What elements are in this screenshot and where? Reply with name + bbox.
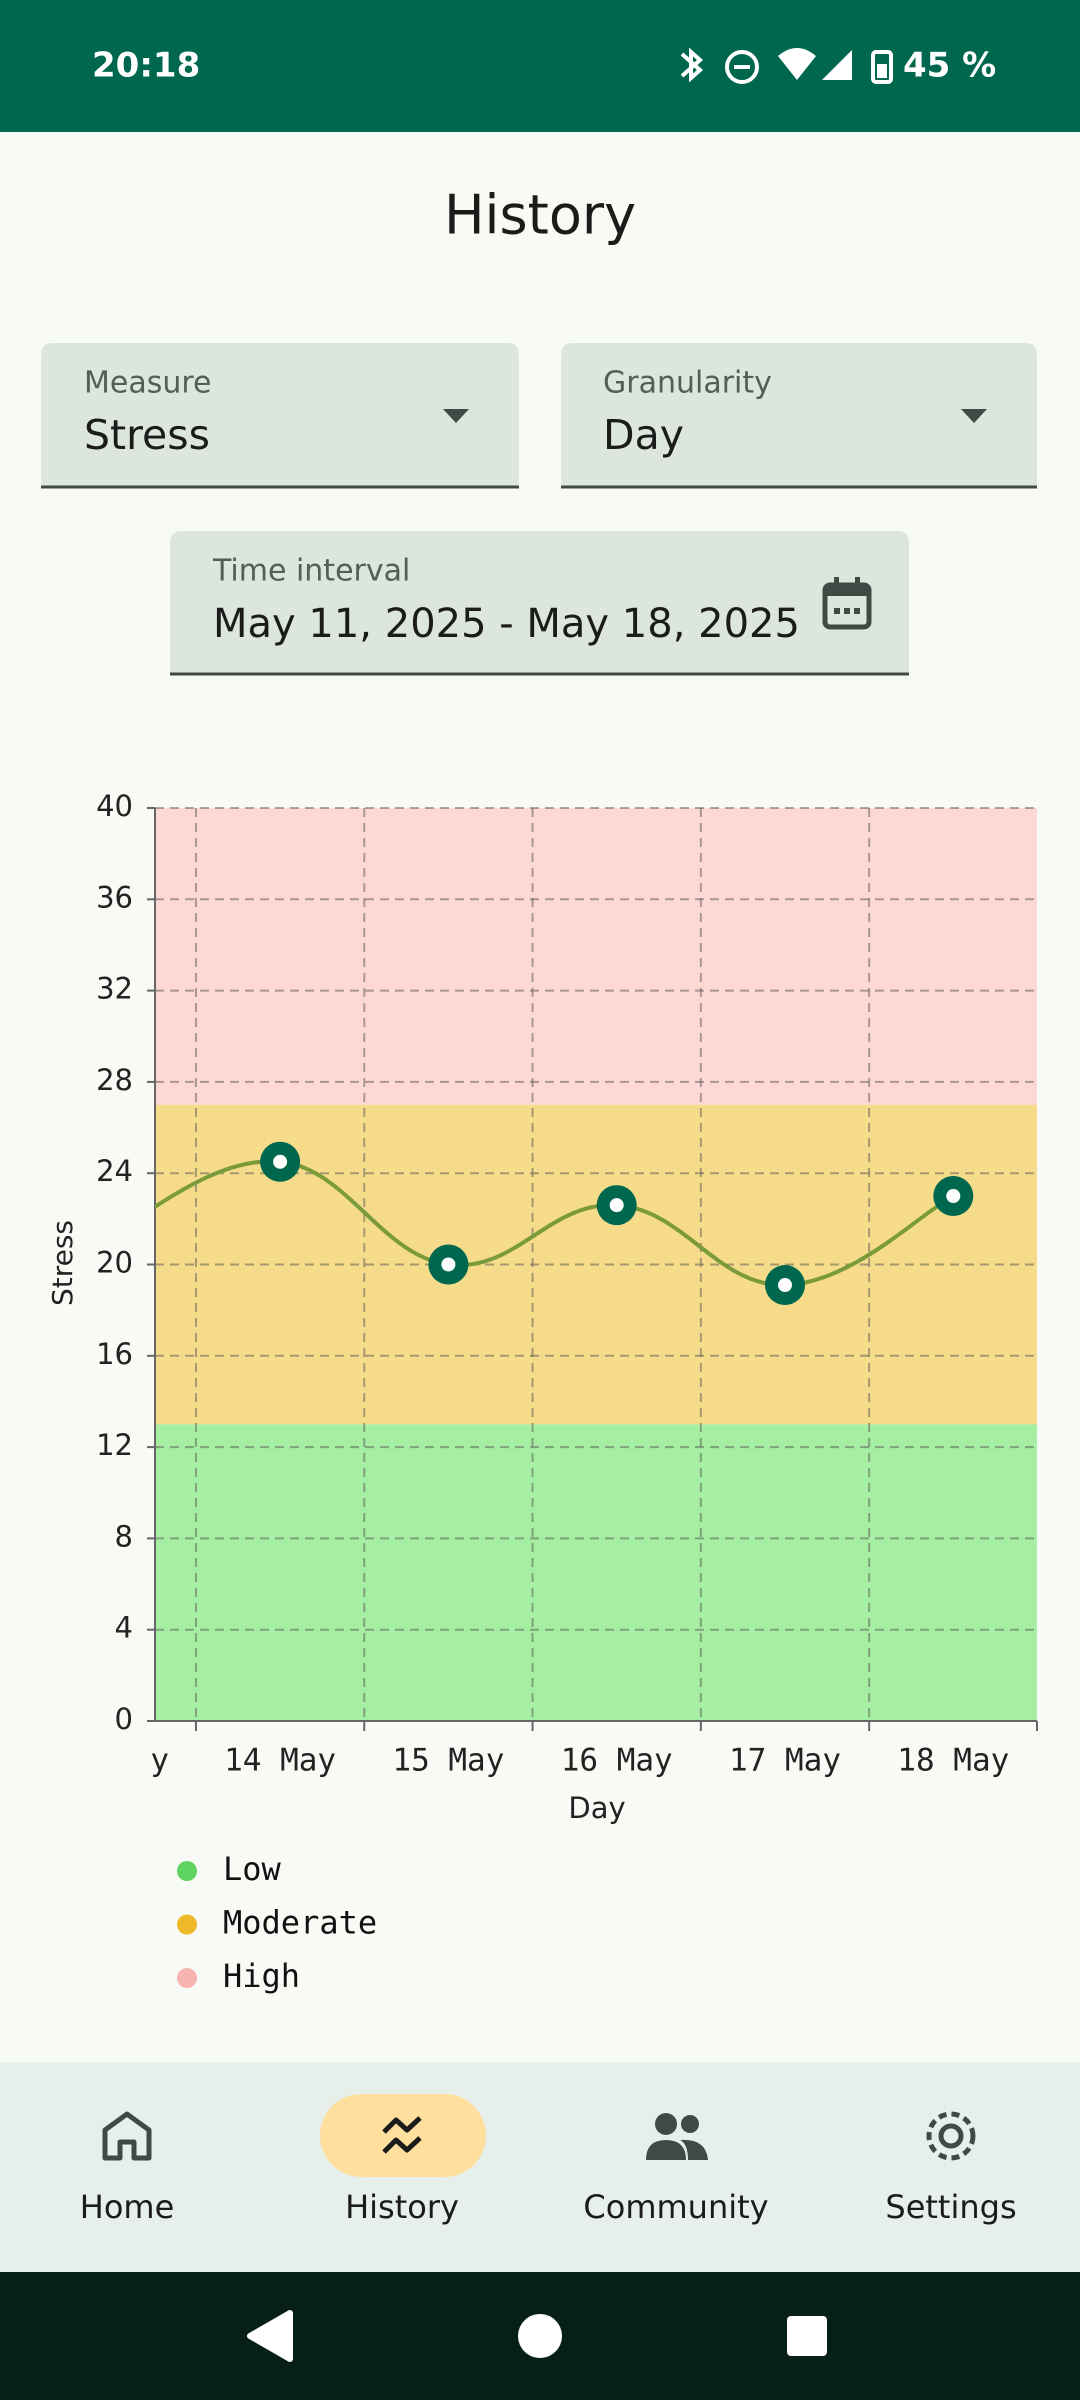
legend-swatch — [177, 1861, 197, 1881]
calendar-dot — [854, 608, 860, 614]
y-tick-label: 12 — [96, 1428, 133, 1462]
y-tick-label: 16 — [96, 1337, 133, 1371]
measure-dropdown[interactable]: Measure Stress — [41, 343, 519, 489]
y-tick-label: 4 — [115, 1611, 133, 1645]
x-axis-label: Day — [568, 1791, 625, 1825]
dropdown-box — [561, 343, 1037, 488]
calendar-ring — [834, 577, 839, 587]
legend-label: High — [223, 1957, 300, 1995]
x-tick-label: 14 May — [224, 1743, 336, 1779]
zone-band — [155, 1424, 1037, 1721]
y-tick-label: 28 — [96, 1063, 133, 1097]
person-body — [680, 2139, 708, 2160]
legend-label: Moderate — [223, 1904, 377, 1942]
settings-icon[interactable] — [938, 2123, 964, 2149]
signal-icon — [822, 50, 852, 80]
point-marker — [765, 1265, 805, 1306]
marker-center — [946, 1189, 961, 1204]
settings-icon[interactable] — [926, 2111, 976, 2161]
dropdown-value: Stress — [84, 411, 210, 459]
nav-label[interactable]: History — [345, 2188, 459, 2226]
calendar-header — [825, 585, 869, 596]
series-line-group — [155, 1141, 974, 1306]
point-marker — [260, 1141, 301, 1182]
history-icon[interactable] — [382, 2116, 422, 2134]
nav-labels: Home History Community Settings — [80, 2188, 1017, 2226]
status-icons — [680, 47, 759, 84]
marker-center — [609, 1198, 624, 1213]
y-tick-label: 8 — [115, 1519, 133, 1553]
bottom-nav — [0, 2062, 1080, 2272]
recents-button[interactable] — [787, 2316, 827, 2356]
x-tick-label: y — [150, 1743, 169, 1779]
nav-label[interactable]: Settings — [885, 2188, 1016, 2226]
y-tick-label: 36 — [96, 880, 133, 914]
granularity-dropdown[interactable]: Granularity Day — [561, 343, 1037, 489]
history-icon[interactable] — [382, 2136, 422, 2154]
nav-label[interactable]: Home — [80, 2188, 175, 2226]
person-body — [646, 2140, 686, 2160]
marker-center — [273, 1154, 288, 1169]
community-icon[interactable] — [646, 2113, 708, 2160]
y-tick-label: 24 — [96, 1154, 133, 1188]
page-title: History — [444, 184, 636, 247]
y-tick-label: 0 — [115, 1702, 133, 1736]
y-axis-label: Stress — [46, 1220, 79, 1306]
dropdown-arrow — [961, 409, 987, 423]
y-tick-label: 40 — [96, 789, 133, 823]
legend-label: Low — [223, 1850, 282, 1888]
nav-label[interactable]: Community — [583, 2188, 768, 2226]
field-box — [170, 531, 909, 675]
home-icon[interactable] — [102, 2111, 152, 2161]
x-tick-label: 15 May — [392, 1743, 504, 1779]
status-time: 20:18 — [92, 46, 200, 86]
status-bar — [0, 0, 1080, 132]
nav-icons — [102, 2111, 976, 2161]
chart: 0 4 8 12 16 20 24 28 32 36 40 y 14 May 15 May 16 May 17… — [96, 789, 1038, 1995]
person-head — [655, 2113, 677, 2135]
zones — [155, 808, 1037, 1721]
home-button[interactable] — [518, 2314, 562, 2358]
wifi-icon — [778, 48, 816, 80]
field-label: Time interval — [212, 554, 410, 589]
y-tick-label: 32 — [96, 972, 133, 1006]
status-battery: 45 % — [903, 46, 996, 86]
battery-icon — [871, 50, 893, 84]
dropdown-arrow — [443, 409, 469, 423]
battery-level — [877, 64, 887, 78]
calendar-icon[interactable] — [822, 577, 872, 630]
point-marker — [428, 1244, 469, 1285]
x-tick-label: 18 May — [897, 1743, 1009, 1779]
dropdown-label: Measure — [84, 366, 212, 401]
dropdown-box — [41, 343, 519, 488]
series-line — [155, 1159, 955, 1288]
zone-band — [155, 808, 1037, 1105]
dropdown-value: Day — [603, 411, 684, 459]
back-button[interactable] — [247, 2310, 293, 2362]
x-tick-label: 17 May — [729, 1743, 841, 1779]
marker-center — [441, 1257, 456, 1272]
marker-center — [778, 1278, 792, 1293]
x-tick-label: 16 May — [561, 1743, 673, 1779]
field-value: May 11, 2025 - May 18, 2025 — [213, 601, 800, 647]
calendar-dot — [844, 608, 850, 614]
point-marker — [596, 1185, 637, 1226]
calendar-dot — [834, 608, 840, 614]
nav-active-pill — [320, 2094, 486, 2177]
dropdown-label: Granularity — [603, 366, 772, 401]
point-marker — [933, 1176, 974, 1217]
person-head — [681, 2115, 699, 2133]
calendar-ring — [855, 577, 860, 587]
legend-swatch — [177, 1914, 197, 1935]
legend-swatch — [177, 1968, 197, 1988]
y-tick-label: 20 — [96, 1246, 133, 1280]
time-interval-field[interactable]: Time interval May 11, 2025 - May 18, 202… — [170, 531, 909, 676]
